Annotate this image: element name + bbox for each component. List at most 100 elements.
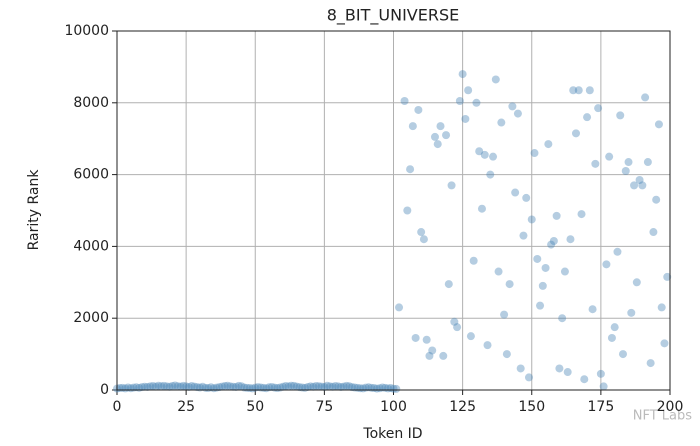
point	[154, 381, 163, 390]
point	[331, 382, 340, 391]
point	[278, 382, 287, 391]
point	[193, 383, 202, 392]
point	[563, 368, 572, 377]
point	[287, 381, 296, 390]
x-tick-label: 125	[449, 399, 476, 415]
x-tick-label: 0	[113, 399, 122, 415]
point	[425, 351, 434, 360]
point	[594, 104, 603, 113]
point	[419, 235, 428, 244]
point	[538, 281, 547, 290]
point	[466, 332, 475, 341]
point	[486, 170, 495, 179]
point	[372, 384, 381, 393]
y-tick-label: 6000	[73, 167, 109, 183]
y-tick-label: 2000	[73, 310, 109, 326]
point	[616, 111, 625, 120]
y-tick-label: 0	[100, 382, 109, 398]
point	[168, 382, 177, 391]
point	[336, 382, 345, 391]
point	[630, 181, 639, 190]
plot-frame	[116, 30, 671, 391]
point	[414, 105, 423, 114]
point	[146, 382, 155, 391]
point	[124, 383, 133, 392]
point	[198, 382, 207, 391]
point	[345, 382, 354, 391]
point	[400, 97, 409, 106]
point	[464, 86, 473, 95]
point	[226, 382, 235, 391]
point	[433, 140, 442, 149]
point	[660, 339, 669, 348]
point	[489, 152, 498, 161]
point	[137, 383, 146, 392]
point	[176, 382, 185, 391]
point	[254, 383, 263, 392]
point	[558, 314, 567, 323]
point	[469, 256, 478, 265]
point	[317, 382, 326, 391]
point	[527, 215, 536, 224]
x-tick-label: 25	[177, 399, 195, 415]
point	[547, 240, 556, 249]
point	[555, 364, 564, 373]
y-tick-label: 8000	[73, 95, 109, 111]
point	[218, 382, 227, 391]
point	[491, 75, 500, 84]
watermark: NFT Labs	[633, 409, 693, 424]
point	[348, 383, 357, 392]
point	[281, 382, 290, 391]
x-axis-label: Token ID	[362, 426, 422, 442]
point	[646, 359, 655, 368]
point	[408, 122, 417, 131]
point	[461, 114, 470, 123]
point	[494, 267, 503, 276]
point	[173, 382, 182, 391]
point	[599, 382, 608, 391]
point	[320, 382, 329, 391]
point	[475, 147, 484, 156]
point	[663, 272, 672, 281]
point	[530, 149, 539, 158]
point	[334, 382, 343, 391]
point	[541, 263, 550, 272]
point	[267, 382, 276, 391]
point	[524, 373, 533, 382]
point	[179, 381, 188, 390]
point	[182, 382, 191, 391]
point	[552, 211, 561, 220]
point	[569, 86, 578, 95]
point	[621, 167, 630, 176]
point	[428, 346, 437, 355]
point	[652, 195, 661, 204]
point	[513, 109, 522, 118]
point	[591, 159, 600, 168]
y-tick-label: 4000	[73, 238, 109, 254]
point	[389, 384, 398, 393]
point	[378, 383, 387, 392]
x-tick-label: 175	[588, 399, 615, 415]
point	[309, 382, 318, 391]
point	[220, 382, 229, 391]
x-tick-label: 200	[657, 399, 684, 415]
point	[436, 122, 445, 131]
point	[458, 70, 467, 79]
point	[151, 382, 160, 391]
point	[160, 381, 169, 390]
point	[392, 384, 401, 393]
point	[624, 158, 633, 167]
point	[406, 165, 415, 174]
point	[289, 381, 298, 390]
point	[533, 254, 542, 263]
point	[184, 382, 193, 391]
x-tick-label: 150	[518, 399, 545, 415]
x-tick-label: 100	[380, 399, 407, 415]
point	[649, 228, 658, 237]
point	[350, 383, 359, 392]
point	[638, 181, 647, 190]
point	[223, 381, 232, 390]
point	[618, 350, 627, 359]
point	[483, 341, 492, 350]
point	[580, 375, 589, 384]
